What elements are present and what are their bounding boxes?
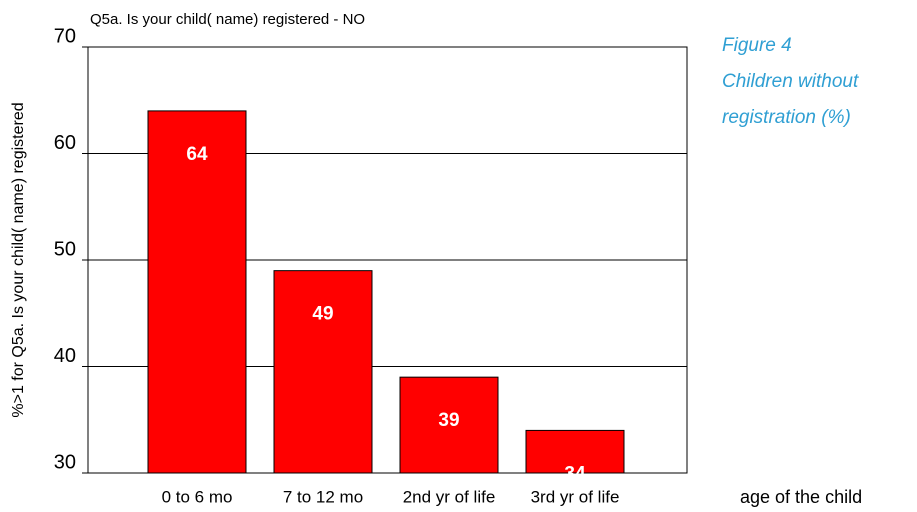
bar: [147, 110, 247, 474]
caption: registration (%): [722, 107, 851, 128]
y-tick-label: 70: [54, 25, 76, 47]
bar: [273, 270, 373, 474]
data-label: 64: [186, 144, 208, 165]
bar: [525, 429, 625, 474]
x-tick-label: 3rd yr of life: [531, 487, 620, 506]
x-axis-label: age of the child: [740, 487, 862, 507]
y-tick-label: 50: [54, 238, 76, 260]
y-tick-label: 30: [54, 451, 76, 473]
data-label: 49: [312, 304, 333, 325]
caption: Figure 4: [722, 35, 792, 56]
x-tick-label: 0 to 6 mo: [162, 487, 233, 506]
y-axis-label: %>1 for Q5a. Is your child( name) regist…: [10, 102, 27, 417]
y-tick-label: 40: [54, 345, 76, 367]
bar: [399, 376, 499, 474]
caption: Children without: [722, 71, 859, 92]
data-label: 39: [438, 410, 459, 431]
x-tick-label: 2nd yr of life: [403, 487, 496, 506]
y-tick-label: 60: [54, 132, 76, 154]
data-label: 34: [564, 463, 586, 484]
x-tick-label: 7 to 12 mo: [283, 487, 363, 506]
chart-title: Q5a. Is your child( name) registered - N…: [90, 11, 365, 28]
